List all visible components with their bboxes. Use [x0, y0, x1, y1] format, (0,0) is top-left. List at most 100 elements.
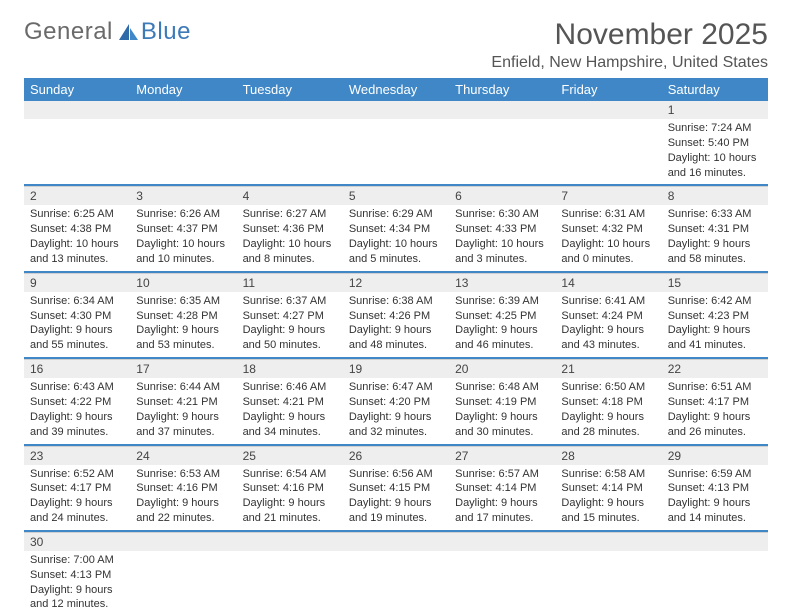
day-data: Sunrise: 7:24 AMSunset: 5:40 PMDaylight:… — [662, 119, 768, 184]
day-number — [662, 532, 768, 551]
calendar-cell: 21Sunrise: 6:50 AMSunset: 4:18 PMDayligh… — [555, 358, 661, 444]
day-data-line: Sunrise: 6:46 AM — [243, 380, 337, 395]
day-data-line: Sunset: 4:18 PM — [561, 395, 655, 410]
day-number: 6 — [449, 186, 555, 205]
day-data-line: Sunset: 4:34 PM — [349, 222, 443, 237]
day-data-line: Daylight: 9 hours — [561, 323, 655, 338]
day-data-line: Daylight: 9 hours — [349, 496, 443, 511]
day-data: Sunrise: 6:30 AMSunset: 4:33 PMDaylight:… — [449, 205, 555, 270]
day-data-line: Daylight: 9 hours — [30, 410, 124, 425]
day-data-line: Sunset: 4:32 PM — [561, 222, 655, 237]
day-data: Sunrise: 6:38 AMSunset: 4:26 PMDaylight:… — [343, 292, 449, 357]
day-header: Friday — [555, 78, 661, 101]
calendar-week: 30Sunrise: 7:00 AMSunset: 4:13 PMDayligh… — [24, 531, 768, 616]
day-data: Sunrise: 6:58 AMSunset: 4:14 PMDaylight:… — [555, 465, 661, 530]
day-number: 7 — [555, 186, 661, 205]
day-number — [24, 101, 130, 119]
day-data-line: Sunrise: 6:41 AM — [561, 294, 655, 309]
day-data-line: and 24 minutes. — [30, 511, 124, 526]
calendar-cell: 24Sunrise: 6:53 AMSunset: 4:16 PMDayligh… — [130, 445, 236, 531]
day-number — [449, 532, 555, 551]
calendar-cell: 20Sunrise: 6:48 AMSunset: 4:19 PMDayligh… — [449, 358, 555, 444]
day-data-line: Daylight: 9 hours — [668, 323, 762, 338]
day-data: Sunrise: 6:50 AMSunset: 4:18 PMDaylight:… — [555, 378, 661, 443]
day-data-line: and 8 minutes. — [243, 252, 337, 267]
day-data-line: Sunrise: 6:33 AM — [668, 207, 762, 222]
day-data-line: and 3 minutes. — [455, 252, 549, 267]
calendar-table: SundayMondayTuesdayWednesdayThursdayFrid… — [24, 78, 768, 616]
day-number: 26 — [343, 446, 449, 465]
day-number — [130, 101, 236, 119]
day-data-line: Sunset: 4:23 PM — [668, 309, 762, 324]
page-subtitle: Enfield, New Hampshire, United States — [491, 54, 768, 72]
day-data-line: Daylight: 9 hours — [243, 410, 337, 425]
day-data-line: Daylight: 9 hours — [136, 323, 230, 338]
day-number: 24 — [130, 446, 236, 465]
day-number — [130, 532, 236, 551]
day-header: Saturday — [662, 78, 768, 101]
calendar-cell: 30Sunrise: 7:00 AMSunset: 4:13 PMDayligh… — [24, 531, 130, 616]
calendar-week: 1Sunrise: 7:24 AMSunset: 5:40 PMDaylight… — [24, 101, 768, 185]
day-header: Tuesday — [237, 78, 343, 101]
calendar-cell: 2Sunrise: 6:25 AMSunset: 4:38 PMDaylight… — [24, 185, 130, 271]
day-data-line: Sunrise: 6:35 AM — [136, 294, 230, 309]
day-number: 11 — [237, 273, 343, 292]
day-data-line: and 39 minutes. — [30, 425, 124, 440]
day-data-line: Sunset: 4:14 PM — [455, 481, 549, 496]
day-data: Sunrise: 6:41 AMSunset: 4:24 PMDaylight:… — [555, 292, 661, 357]
calendar-cell: 7Sunrise: 6:31 AMSunset: 4:32 PMDaylight… — [555, 185, 661, 271]
calendar-week: 23Sunrise: 6:52 AMSunset: 4:17 PMDayligh… — [24, 445, 768, 531]
day-data-line: Sunset: 4:14 PM — [561, 481, 655, 496]
calendar-cell: 28Sunrise: 6:58 AMSunset: 4:14 PMDayligh… — [555, 445, 661, 531]
calendar-cell — [343, 531, 449, 616]
day-data-line: Sunrise: 6:48 AM — [455, 380, 549, 395]
day-data-line: Daylight: 9 hours — [243, 323, 337, 338]
day-data-line: Sunset: 4:26 PM — [349, 309, 443, 324]
day-data: Sunrise: 6:37 AMSunset: 4:27 PMDaylight:… — [237, 292, 343, 357]
calendar-cell: 9Sunrise: 6:34 AMSunset: 4:30 PMDaylight… — [24, 272, 130, 358]
day-data-line: Sunrise: 6:31 AM — [561, 207, 655, 222]
day-number: 20 — [449, 359, 555, 378]
calendar-week: 9Sunrise: 6:34 AMSunset: 4:30 PMDaylight… — [24, 272, 768, 358]
day-data-line: and 17 minutes. — [455, 511, 549, 526]
day-number: 30 — [24, 532, 130, 551]
calendar-cell: 14Sunrise: 6:41 AMSunset: 4:24 PMDayligh… — [555, 272, 661, 358]
calendar-cell: 29Sunrise: 6:59 AMSunset: 4:13 PMDayligh… — [662, 445, 768, 531]
calendar-cell: 4Sunrise: 6:27 AMSunset: 4:36 PMDaylight… — [237, 185, 343, 271]
day-header: Sunday — [24, 78, 130, 101]
day-data-line: and 12 minutes. — [30, 597, 124, 612]
day-data-line: Daylight: 10 hours — [349, 237, 443, 252]
calendar-cell — [343, 101, 449, 185]
day-data-line: and 13 minutes. — [30, 252, 124, 267]
day-data-line: and 41 minutes. — [668, 338, 762, 353]
day-data: Sunrise: 6:33 AMSunset: 4:31 PMDaylight:… — [662, 205, 768, 270]
day-data: Sunrise: 7:00 AMSunset: 4:13 PMDaylight:… — [24, 551, 130, 616]
day-data-line: and 5 minutes. — [349, 252, 443, 267]
day-number: 21 — [555, 359, 661, 378]
calendar-cell — [449, 101, 555, 185]
calendar-cell: 15Sunrise: 6:42 AMSunset: 4:23 PMDayligh… — [662, 272, 768, 358]
day-data-line: Daylight: 10 hours — [30, 237, 124, 252]
day-number — [343, 101, 449, 119]
day-number: 9 — [24, 273, 130, 292]
day-data-line: Sunset: 4:20 PM — [349, 395, 443, 410]
day-data-line: Sunrise: 6:58 AM — [561, 467, 655, 482]
day-data: Sunrise: 6:31 AMSunset: 4:32 PMDaylight:… — [555, 205, 661, 270]
calendar-cell — [237, 531, 343, 616]
day-data-line: Daylight: 10 hours — [136, 237, 230, 252]
day-data-line: Daylight: 9 hours — [455, 323, 549, 338]
day-data-line: Sunrise: 6:47 AM — [349, 380, 443, 395]
day-data-line: Sunrise: 6:29 AM — [349, 207, 443, 222]
day-data: Sunrise: 6:46 AMSunset: 4:21 PMDaylight:… — [237, 378, 343, 443]
day-number — [555, 101, 661, 119]
day-number — [343, 532, 449, 551]
day-data-line: Sunset: 4:16 PM — [243, 481, 337, 496]
calendar-cell: 10Sunrise: 6:35 AMSunset: 4:28 PMDayligh… — [130, 272, 236, 358]
day-data: Sunrise: 6:29 AMSunset: 4:34 PMDaylight:… — [343, 205, 449, 270]
day-data: Sunrise: 6:51 AMSunset: 4:17 PMDaylight:… — [662, 378, 768, 443]
day-data-line: Sunset: 4:33 PM — [455, 222, 549, 237]
day-data-line: and 32 minutes. — [349, 425, 443, 440]
day-data-line: Sunset: 4:24 PM — [561, 309, 655, 324]
calendar-cell: 16Sunrise: 6:43 AMSunset: 4:22 PMDayligh… — [24, 358, 130, 444]
day-data-line: and 46 minutes. — [455, 338, 549, 353]
